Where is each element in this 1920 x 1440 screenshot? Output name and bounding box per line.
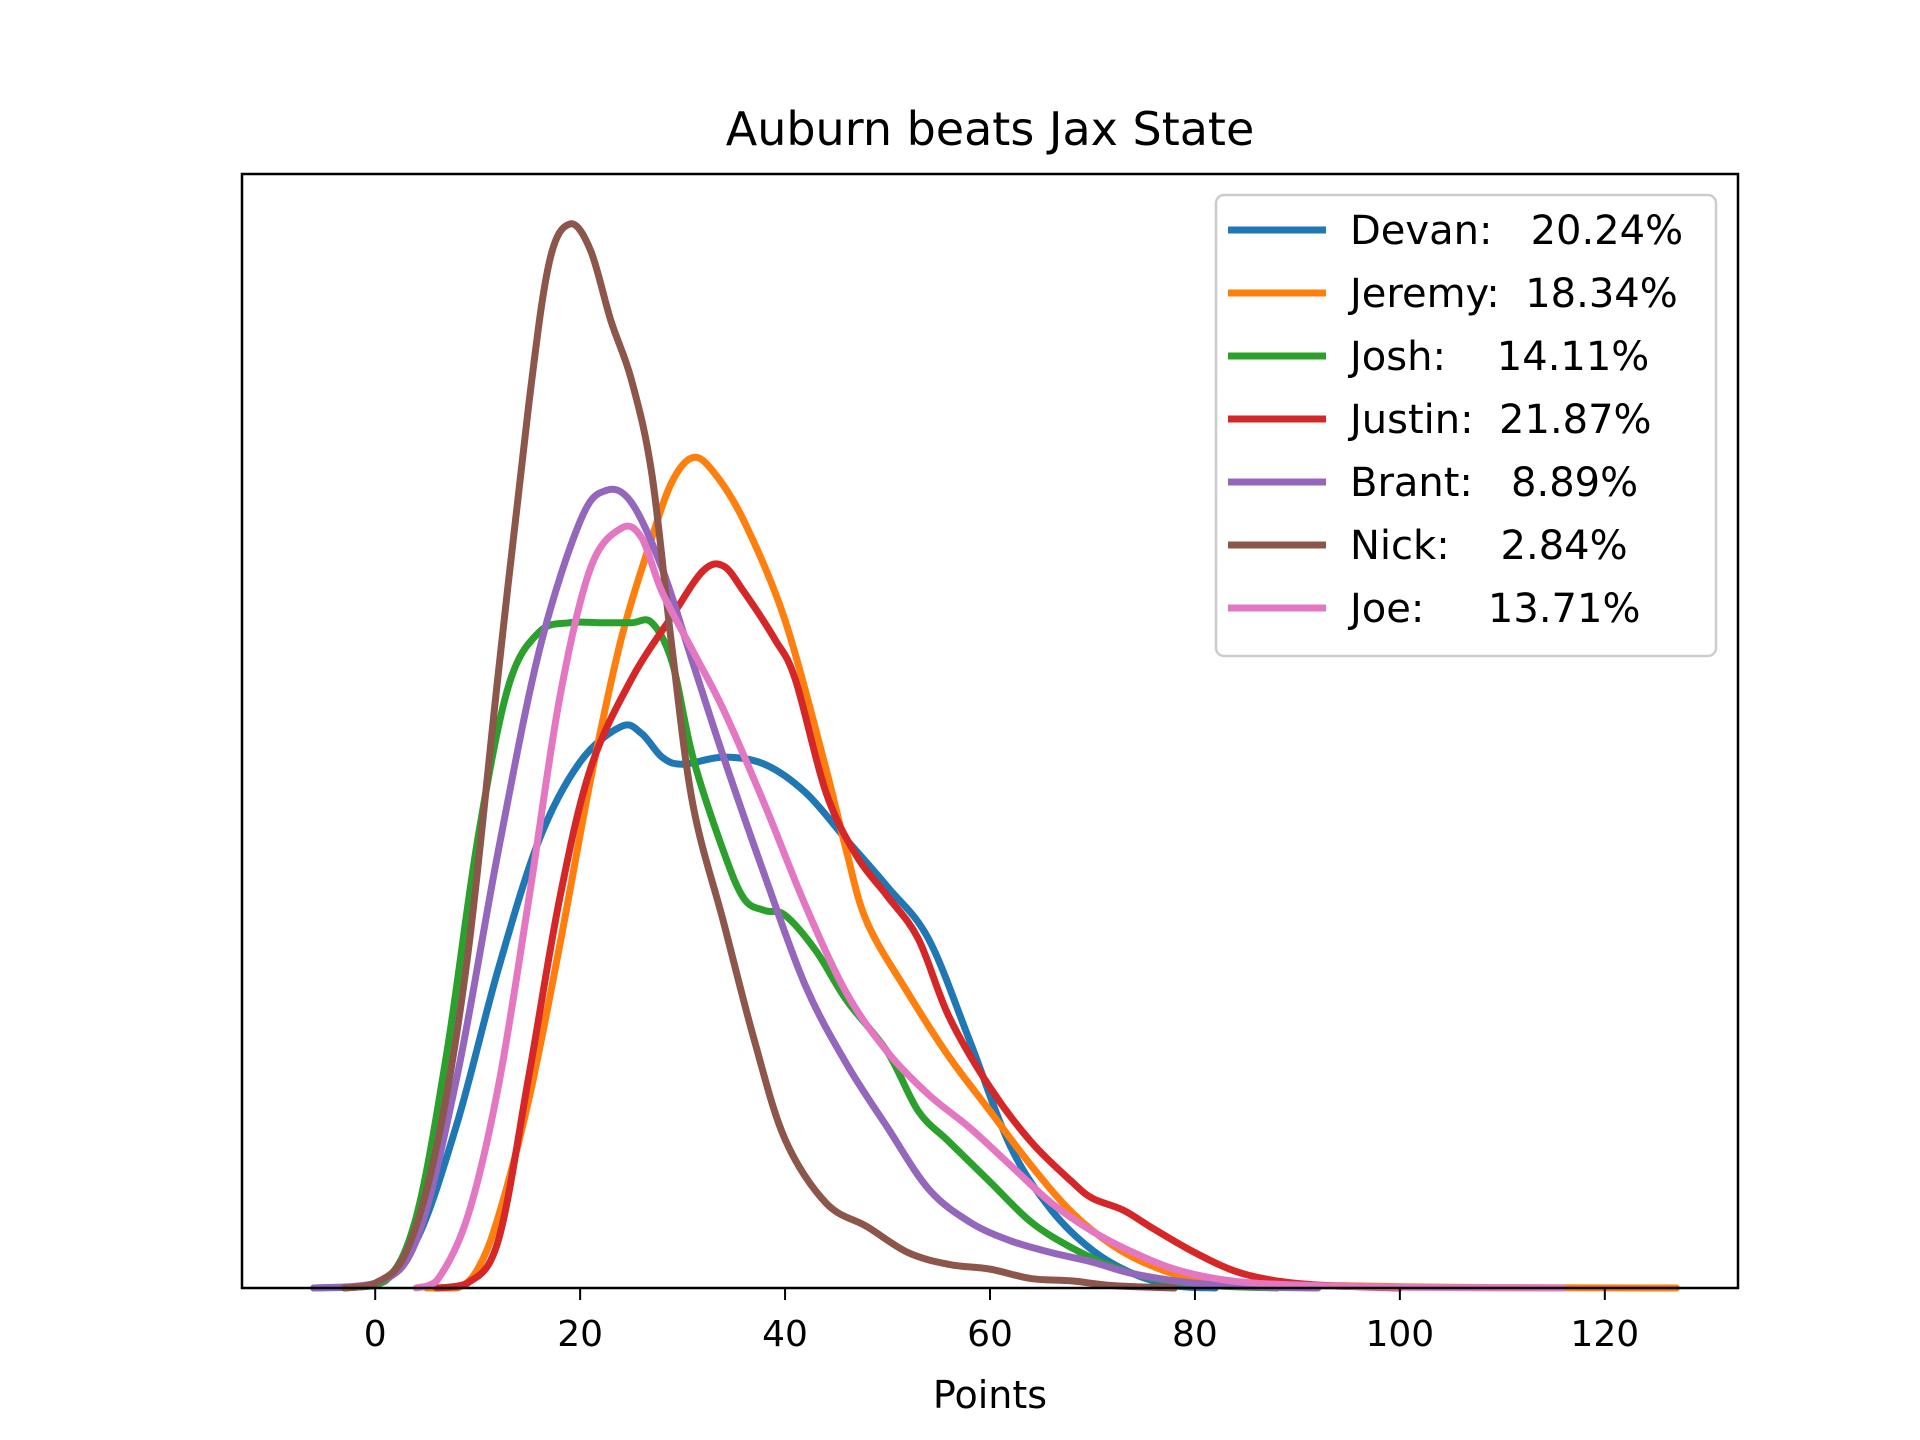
- x-tick-label-60: 60: [967, 1314, 1013, 1355]
- x-tick-label-100: 100: [1366, 1314, 1435, 1355]
- series-line-justin: [433, 560, 1404, 1292]
- x-tick-label-80: 80: [1172, 1314, 1218, 1355]
- x-tick-label-40: 40: [762, 1314, 808, 1355]
- legend-label-josh: Josh: 14.11%: [1347, 334, 1649, 380]
- x-tick-label-20: 20: [557, 1314, 603, 1355]
- x-axis: 0 20 40 60 80 100 120: [364, 1288, 1639, 1355]
- legend-label-justin: Justin: 21.87%: [1347, 397, 1652, 443]
- series-line-nick: [340, 220, 1178, 1292]
- legend-label-jeremy: Jeremy: 18.34%: [1347, 271, 1678, 317]
- legend-box: [1214, 193, 1718, 658]
- x-tick-label-120: 120: [1570, 1314, 1639, 1355]
- chart-title: Auburn beats Jax State: [726, 102, 1255, 156]
- legend-label-brant: Brant: 8.89%: [1350, 460, 1638, 506]
- legend-label-joe: Joe: 13.71%: [1347, 586, 1640, 632]
- legend: Devan: 20.24% Jeremy: 18.34% Josh: 14.11% J…: [1214, 193, 1718, 658]
- legend-label-nick: Nick: 2.84%: [1350, 523, 1628, 569]
- x-tick-label-0: 0: [364, 1314, 387, 1355]
- series-layer: [310, 220, 1681, 1292]
- legend-label-devan: Devan: 20.24%: [1350, 208, 1683, 254]
- x-axis-label: Points: [933, 1373, 1047, 1417]
- series-line-josh: [340, 616, 1281, 1292]
- series-line-brant: [310, 485, 1322, 1292]
- series-line-joe: [412, 522, 1568, 1292]
